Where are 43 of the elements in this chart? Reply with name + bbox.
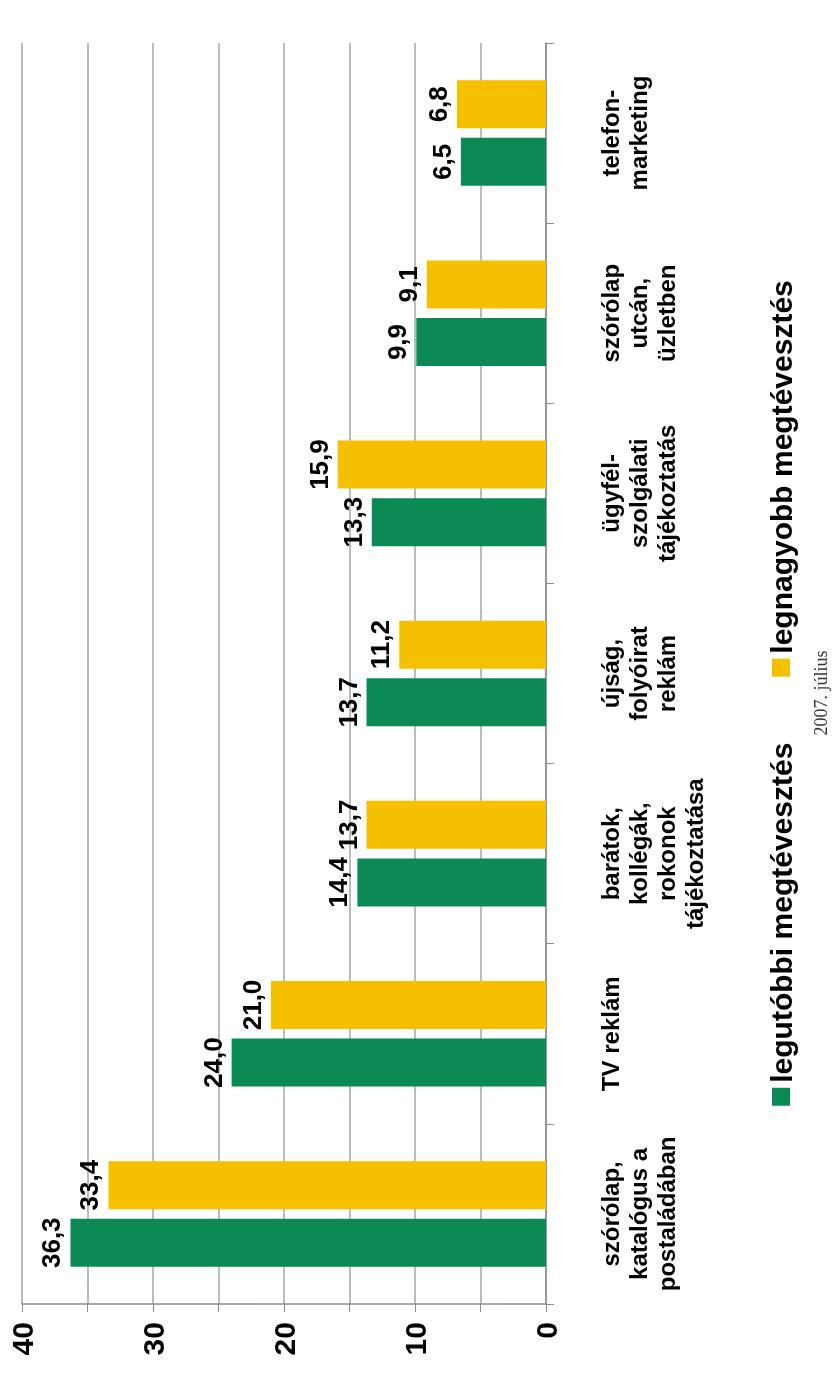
text: legnagyobb megtévesztés bbox=[764, 280, 798, 654]
bar bbox=[371, 498, 546, 547]
data-label: 11,2 bbox=[365, 620, 396, 670]
bar bbox=[416, 318, 546, 367]
x-tick-label: 10 bbox=[398, 1322, 432, 1356]
data-label: 36,3 bbox=[36, 1217, 67, 1269]
y-tick-label: szórólap utcán, üzletben bbox=[596, 263, 680, 363]
bar bbox=[70, 1218, 546, 1267]
data-label: 24,0 bbox=[197, 1037, 228, 1088]
x-tick-label: 40 bbox=[5, 1322, 39, 1356]
x-tick-label: 20 bbox=[267, 1322, 301, 1356]
bar bbox=[366, 678, 546, 727]
y-tick-label: telefon- marketing bbox=[596, 75, 652, 191]
y-tick-label: szórólap, katalógus a postaládában bbox=[596, 1136, 680, 1292]
data-label: 21,0 bbox=[236, 979, 267, 1031]
y-tick-label: TV reklám bbox=[596, 976, 624, 1092]
data-label: 13,7 bbox=[332, 677, 363, 728]
y-tick-label: ügyfél- szolgálati tájékoztatás bbox=[596, 424, 680, 563]
bar bbox=[460, 137, 546, 186]
data-label: 9,9 bbox=[382, 323, 413, 361]
text: legutóbbi megtévesztés bbox=[764, 742, 798, 1083]
bar bbox=[337, 440, 546, 489]
data-label: 33,4 bbox=[74, 1159, 105, 1211]
y-tick-label: barátok, kollégák, rokonok tájékoztatása bbox=[596, 777, 708, 930]
x-tick-label: 0 bbox=[529, 1322, 563, 1339]
data-label: 13,3 bbox=[337, 496, 368, 548]
data-label: 9,1 bbox=[392, 266, 423, 303]
y-tick-label: újság, folyóirat reklám bbox=[596, 626, 680, 721]
bar bbox=[357, 858, 546, 907]
bar bbox=[231, 1038, 546, 1087]
data-label: 14,4 bbox=[323, 856, 354, 908]
x-tick-label: 30 bbox=[136, 1322, 170, 1356]
data-label: 13,7 bbox=[332, 799, 363, 851]
data-label: 15,9 bbox=[303, 439, 334, 490]
bar bbox=[456, 80, 546, 129]
bar bbox=[108, 1161, 546, 1210]
data-label: 6,8 bbox=[422, 86, 453, 123]
bar bbox=[399, 620, 546, 669]
data-label: 6,5 bbox=[426, 143, 457, 180]
bar bbox=[270, 980, 546, 1029]
text: 2007. július bbox=[810, 650, 832, 736]
bar bbox=[426, 260, 546, 309]
bar bbox=[366, 800, 546, 849]
